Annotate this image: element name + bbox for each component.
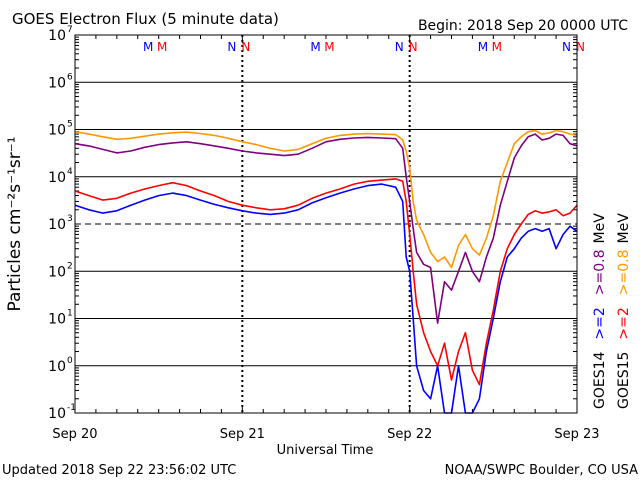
chart-title: GOES Electron Flux (5 minute data) [12, 10, 279, 28]
y-tick-exponent: -1 [67, 403, 76, 413]
x-axis-label: Universal Time [277, 443, 374, 458]
x-tick-labels: Sep 20 Sep 21 Sep 22 Sep 23 [52, 427, 599, 442]
x-tick-label: Sep 23 [554, 427, 599, 442]
y-tick-exponent: 5 [67, 120, 73, 130]
y-tick-exponent: 6 [67, 72, 73, 82]
x-tick-label: Sep 21 [220, 427, 265, 442]
marker-label: N [227, 40, 236, 54]
marker-label: N [576, 40, 585, 54]
legend-column-goes15: GOES15 >=2 >=0.8 MeV [616, 213, 632, 409]
legend-series-label: >=2 [592, 307, 608, 339]
y-tick-base: 10 [48, 28, 66, 44]
plot-frame [74, 34, 578, 414]
y-tick-base: 10 [48, 217, 66, 233]
y-tick-base: 10 [48, 123, 66, 139]
marker-label: M [143, 40, 153, 54]
y-tick-exponent: 7 [67, 25, 73, 35]
x-tick-label: Sep 22 [387, 427, 432, 442]
y-tick-exponent: 0 [67, 356, 73, 366]
legend-entry: GOES15 >=2 >=0.8 MeV [616, 213, 632, 409]
source-credit: NOAA/SWPC Boulder, CO USA [445, 463, 638, 478]
y-axis-label: Particles cm⁻²s⁻¹sr⁻¹ [5, 136, 25, 311]
legend: GOES14 >=2 >=0.8 MeV GOES15 >=2 >=0.8 MeV [592, 213, 632, 409]
legend-entry: GOES14 >=2 >=0.8 MeV [592, 213, 608, 409]
marker-label: N [241, 40, 250, 54]
y-tick-exponent: 4 [67, 167, 73, 177]
y-tick-base: 10 [48, 406, 66, 422]
updated-timestamp: Updated 2018 Sep 22 23:56:02 UTC [2, 463, 236, 478]
legend-series-label: >=0.8 [592, 249, 608, 295]
marker-label: N [395, 40, 404, 54]
marker-label: M [492, 40, 502, 54]
marker-label: M [324, 40, 334, 54]
legend-series-label: >=0.8 [616, 249, 632, 295]
legend-column-goes14: GOES14 >=2 >=0.8 MeV [592, 213, 608, 409]
marker-label: N [409, 40, 418, 54]
y-tick-base: 10 [48, 359, 66, 375]
series-line-goes14-2-mev [74, 183, 578, 414]
y-tick-base: 10 [48, 312, 66, 328]
legend-satellite: GOES15 [616, 352, 632, 409]
gridlines [75, 35, 577, 413]
begin-time: Begin: 2018 Sep 20 0000 UTC [418, 18, 628, 34]
marker-label: M [310, 40, 320, 54]
y-tick-exponent: 2 [67, 261, 73, 271]
y-tick-base: 10 [48, 75, 66, 91]
series-line-goes14-0-8-mev [74, 133, 578, 324]
series-line-goes15-0-8-mev [74, 129, 578, 269]
legend-unit: MeV [616, 213, 632, 244]
y-tick-exponent: 1 [67, 309, 73, 319]
marker-label: M [478, 40, 488, 54]
marker-label: M [157, 40, 167, 54]
legend-satellite: GOES14 [592, 351, 608, 409]
marker-label: N [562, 40, 571, 54]
series-line-goes15-2-mev [74, 178, 578, 386]
y-tick-base: 10 [48, 264, 66, 280]
legend-unit: MeV [592, 213, 608, 244]
series-lines [74, 129, 578, 414]
y-tick-base: 10 [48, 170, 66, 186]
x-tick-label: Sep 20 [52, 427, 97, 442]
y-tick-exponent: 3 [67, 214, 73, 224]
legend-series-label: >=2 [616, 307, 632, 339]
